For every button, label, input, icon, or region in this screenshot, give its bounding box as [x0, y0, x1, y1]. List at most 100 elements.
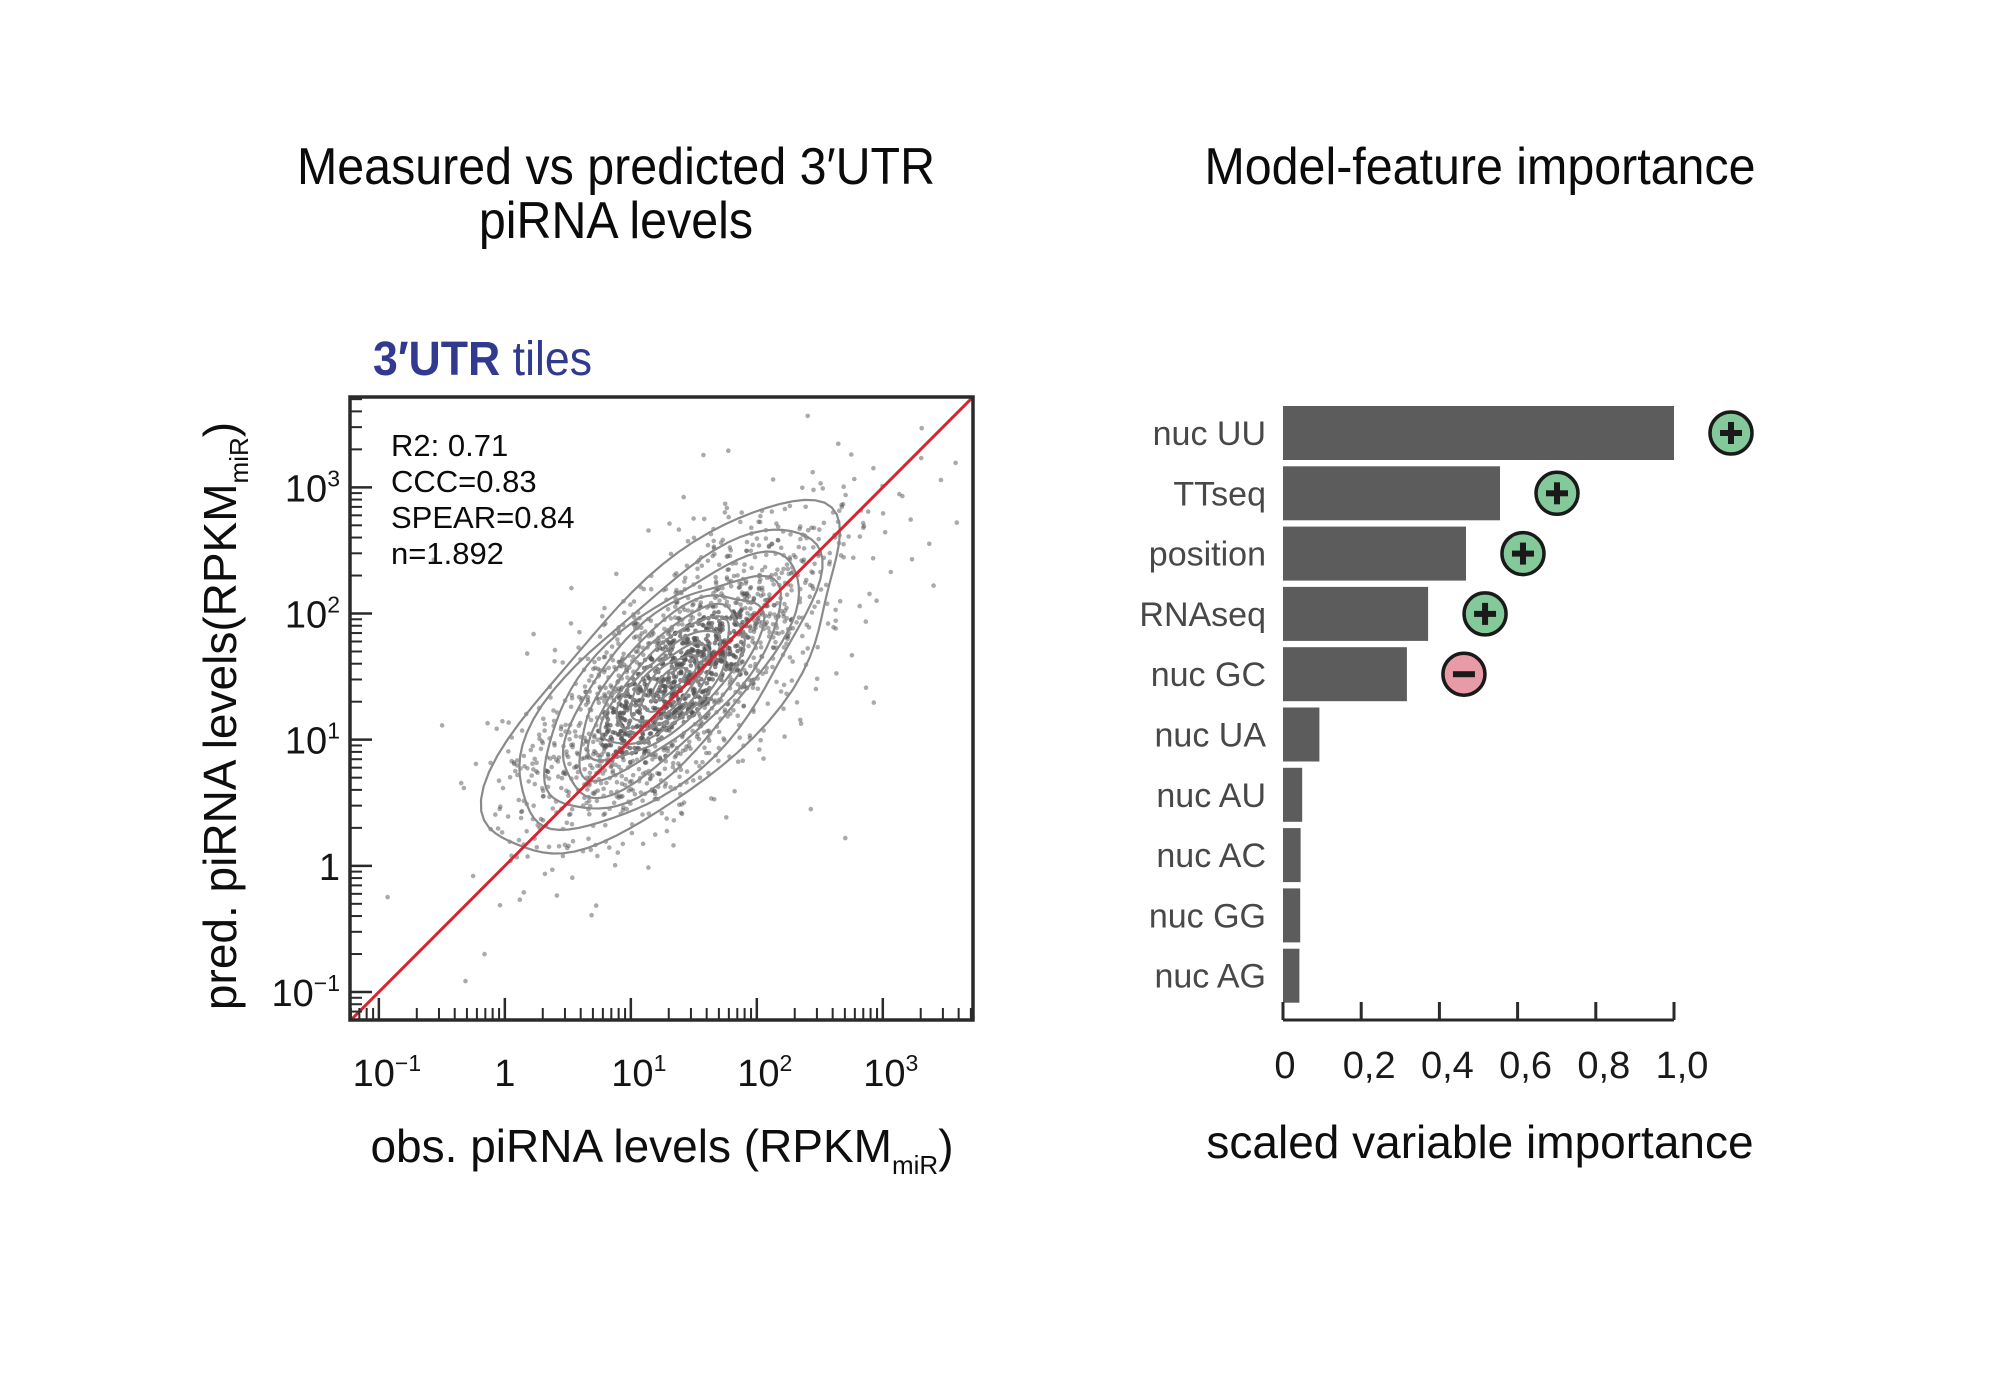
scatter-point	[541, 716, 546, 722]
scatter-point	[781, 682, 787, 688]
scatter-point	[529, 773, 534, 778]
scatter-point	[691, 535, 697, 541]
scatter-point	[772, 612, 777, 617]
scatter-point	[690, 688, 696, 693]
scatter-point	[725, 567, 730, 573]
scatter-point	[572, 729, 578, 734]
scatter-point	[657, 755, 663, 760]
scatter-point	[603, 685, 608, 691]
scatter-point	[653, 719, 658, 725]
scatter-point	[524, 651, 530, 656]
scatter-point	[740, 659, 745, 665]
scatter-point	[537, 736, 542, 741]
scatter-point	[575, 769, 581, 775]
scatter-point	[587, 811, 592, 817]
scatter-point	[706, 738, 712, 743]
scatter-point	[461, 785, 467, 791]
scatter-point	[662, 626, 667, 632]
scatter-point	[648, 586, 654, 592]
scatter-point	[810, 469, 815, 475]
scatter-point	[781, 614, 786, 619]
scatter-point	[488, 760, 493, 766]
scatter-point	[646, 740, 651, 745]
scatter-point	[564, 749, 569, 754]
scatter-point	[648, 731, 654, 736]
scatter-point	[614, 779, 620, 785]
scatter-point	[551, 708, 556, 713]
scatter-point	[668, 551, 674, 557]
scatter-point	[593, 903, 599, 908]
scatter-point	[621, 717, 627, 722]
scatter-point	[560, 853, 566, 859]
scatter-point	[788, 532, 793, 537]
scatter-point	[717, 629, 723, 634]
scatter-point	[755, 591, 760, 597]
scatter-point	[531, 631, 536, 637]
scatter-point	[700, 653, 706, 658]
scatter-point	[631, 711, 636, 717]
scatter-point	[641, 751, 647, 757]
scatter-point	[735, 713, 740, 719]
scatter-point	[843, 835, 848, 841]
scatter-point	[738, 612, 743, 618]
x-tick-label: 103	[863, 1050, 918, 1095]
scatter-point	[663, 653, 668, 659]
scatter-point	[863, 685, 869, 690]
scatter-point	[677, 609, 683, 615]
scatter-point	[615, 850, 621, 855]
scatter-point	[681, 661, 686, 666]
scatter-point	[780, 629, 785, 635]
scatter-point	[535, 770, 540, 775]
scatter-point	[604, 650, 609, 655]
scatter-point	[778, 545, 784, 551]
scatter-point	[624, 707, 630, 713]
bar-label: TTseq	[1173, 475, 1266, 513]
scatter-point	[748, 628, 753, 634]
scatter-point	[695, 574, 700, 580]
scatter-point	[812, 604, 817, 610]
scatter-point	[618, 736, 624, 742]
importance-tick-label: 1,0	[1656, 1045, 1709, 1087]
scatter-point	[664, 828, 670, 834]
scatter-point	[694, 643, 699, 648]
scatter-point	[731, 573, 737, 579]
scatter-point	[560, 660, 565, 665]
scatter-y-label: pred. piRNA levels(RPKMmiR)	[194, 422, 254, 1010]
scatter-point	[697, 603, 703, 608]
scatter-point	[684, 769, 690, 774]
scatter-point	[843, 492, 848, 498]
scatter-point	[713, 579, 719, 584]
scatter-point	[720, 585, 725, 591]
scatter-point	[763, 536, 769, 541]
scatter-point	[837, 508, 842, 514]
scatter-point	[800, 485, 805, 491]
scatter-point	[585, 699, 591, 705]
scatter-point	[643, 760, 649, 765]
scatter-point	[473, 761, 479, 767]
scatter-point	[800, 633, 805, 639]
scatter-point	[652, 791, 658, 797]
scatter-point	[576, 694, 582, 700]
scatter-point	[701, 623, 706, 628]
scatter-point	[769, 541, 774, 547]
scatter-point	[790, 625, 796, 631]
scatter-point	[602, 768, 608, 773]
stat-line: SPEAR=0.84	[391, 500, 575, 535]
scatter-point	[750, 685, 756, 691]
scatter-point	[744, 616, 749, 622]
scatter-point	[870, 556, 876, 561]
scatter-point	[721, 736, 726, 741]
scatter-point	[677, 633, 683, 639]
scatter-point	[631, 599, 637, 604]
scatter-point	[836, 441, 841, 447]
scatter-point	[871, 465, 876, 471]
scatter-point	[841, 541, 846, 547]
scatter-point	[801, 546, 807, 551]
scatter-point	[614, 794, 619, 799]
scatter-point	[673, 753, 679, 758]
scatter-point	[736, 585, 742, 590]
scatter-point	[621, 757, 626, 763]
scatter-point	[626, 788, 632, 793]
importance-tick-label: 0,4	[1421, 1045, 1474, 1087]
